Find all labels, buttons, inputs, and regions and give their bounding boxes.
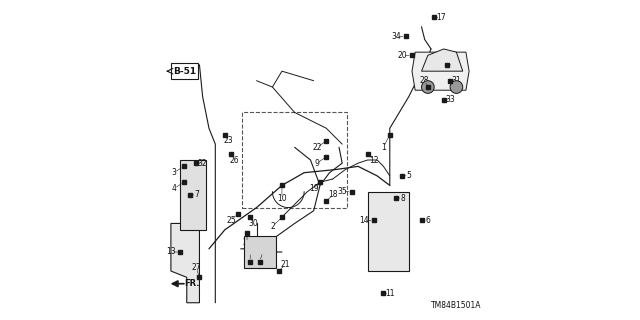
Text: 32: 32 bbox=[198, 159, 207, 168]
Text: 22: 22 bbox=[312, 143, 321, 152]
Text: TM84B1501A: TM84B1501A bbox=[431, 301, 482, 310]
Text: 3: 3 bbox=[172, 168, 177, 177]
Text: 9: 9 bbox=[314, 159, 319, 168]
Polygon shape bbox=[180, 160, 206, 230]
Text: 1: 1 bbox=[381, 143, 386, 152]
Text: 2: 2 bbox=[270, 222, 275, 231]
Text: 15: 15 bbox=[245, 247, 255, 257]
Text: 12: 12 bbox=[369, 156, 379, 164]
Polygon shape bbox=[422, 49, 463, 71]
Polygon shape bbox=[244, 236, 276, 268]
Text: 30: 30 bbox=[248, 219, 259, 228]
Bar bbox=[243, 112, 347, 208]
Text: 14: 14 bbox=[360, 216, 369, 225]
Circle shape bbox=[450, 81, 463, 93]
Text: 17: 17 bbox=[436, 13, 445, 22]
Text: 19: 19 bbox=[309, 184, 319, 193]
Text: 10: 10 bbox=[277, 194, 287, 203]
Text: 11: 11 bbox=[385, 289, 394, 298]
Text: 27: 27 bbox=[191, 263, 201, 272]
Circle shape bbox=[422, 81, 434, 93]
Text: 33: 33 bbox=[445, 95, 455, 104]
Text: 28: 28 bbox=[420, 76, 429, 85]
Polygon shape bbox=[367, 192, 409, 271]
Bar bbox=[171, 63, 198, 79]
Text: 18: 18 bbox=[328, 190, 337, 199]
Text: 4: 4 bbox=[172, 184, 177, 193]
Text: B-51: B-51 bbox=[173, 67, 196, 76]
Text: 25: 25 bbox=[227, 216, 236, 225]
Text: 23: 23 bbox=[223, 136, 233, 146]
Text: 6: 6 bbox=[426, 216, 430, 225]
Text: 29: 29 bbox=[449, 60, 458, 69]
Text: 8: 8 bbox=[400, 194, 405, 203]
Text: 16: 16 bbox=[258, 247, 268, 257]
Text: 7: 7 bbox=[194, 190, 199, 199]
Text: 24: 24 bbox=[242, 238, 252, 247]
Polygon shape bbox=[412, 52, 469, 90]
Text: 35: 35 bbox=[337, 187, 347, 196]
Text: 20: 20 bbox=[397, 51, 407, 60]
Text: 26: 26 bbox=[230, 156, 239, 164]
Text: 21: 21 bbox=[280, 260, 290, 269]
Text: 13: 13 bbox=[166, 247, 176, 257]
Text: 5: 5 bbox=[406, 172, 412, 180]
Text: FR.: FR. bbox=[185, 279, 200, 288]
Polygon shape bbox=[171, 223, 200, 303]
Text: 31: 31 bbox=[452, 76, 461, 85]
Text: 34: 34 bbox=[391, 32, 401, 41]
